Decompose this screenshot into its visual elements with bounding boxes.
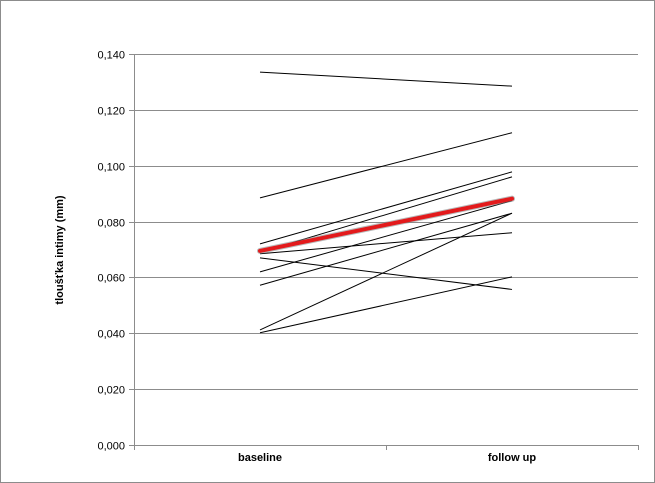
y-tick-label: 0,040 [97,329,125,341]
x-tick-label: baseline [238,452,282,464]
series-line-10 [259,276,513,334]
series-line-8 [259,212,513,286]
y-tick-label: 0,120 [97,106,125,118]
y-tick-label: 0,000 [97,441,125,453]
y-tick-label: 0,060 [97,273,125,285]
x-tick-label: follow up [488,452,537,464]
y-tick-label: 0,100 [97,162,125,174]
series-line-5 [259,200,513,273]
series-line-mean [258,196,514,253]
series-line-9 [259,212,513,331]
series-line-6 [259,232,513,255]
series-lines [257,71,515,334]
series-line-2 [259,132,513,199]
y-tick-labels: 0,000 0,020 0,040 0,060 0,080 0,100 0,120 0,140 [97,50,125,453]
series-line-7 [259,257,513,290]
y-tick-label: 0,020 [97,385,125,397]
series-line-1 [259,71,513,87]
y-tick-label: 0,080 [97,218,125,230]
gridlines [129,54,639,450]
y-tick-label: 0,140 [97,50,125,62]
y-axis-label: tloušťka intimy (mm) [54,195,66,305]
series-line-3 [259,171,513,245]
x-tick-labels: baseline follow up [238,452,536,464]
